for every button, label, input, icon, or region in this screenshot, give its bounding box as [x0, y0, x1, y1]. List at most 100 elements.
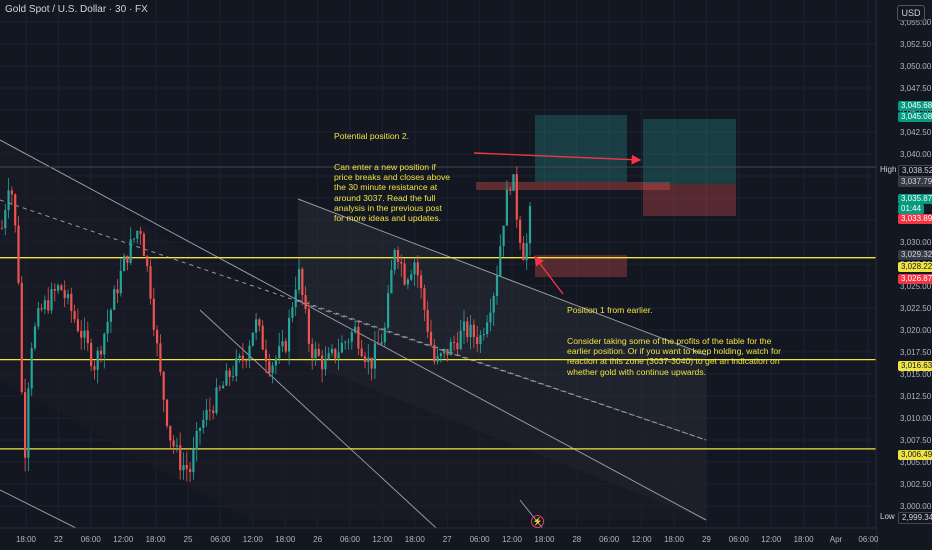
candle [492, 295, 495, 313]
candle [330, 348, 334, 354]
candle [119, 270, 122, 294]
candle [350, 332, 353, 342]
candle [271, 365, 274, 374]
candle [499, 246, 502, 276]
x-tick-label: 12:00 [761, 535, 782, 544]
candle [192, 449, 195, 473]
candle [377, 343, 380, 345]
candle [393, 250, 396, 270]
candle [311, 343, 314, 359]
candle [274, 358, 277, 366]
candle [156, 329, 159, 344]
candle [327, 353, 330, 360]
candle [528, 206, 532, 244]
candle [99, 350, 103, 355]
candle [27, 388, 30, 458]
candle [486, 322, 489, 335]
x-tick-label: 12:00 [632, 535, 653, 544]
candle [123, 255, 126, 271]
candle [512, 174, 515, 191]
y-tick-label: 3,002.50 [900, 480, 932, 489]
candle [4, 210, 7, 229]
symbol-title: Gold Spot / U.S. Dollar · 30 · FX [5, 4, 148, 15]
candle [268, 361, 271, 374]
candle [152, 298, 155, 330]
candle [235, 357, 238, 377]
candle [317, 348, 320, 356]
candle [103, 333, 106, 355]
candle [466, 321, 469, 338]
x-tick-label: 27 [443, 535, 452, 544]
candle [502, 225, 505, 247]
x-tick-label: 06:00 [340, 535, 361, 544]
candle [189, 468, 192, 473]
y-tick-label: 3,047.50 [900, 84, 932, 93]
candle [410, 274, 413, 280]
y-tick-label: 3,020.00 [900, 326, 932, 335]
candle [146, 256, 149, 267]
candle [80, 330, 83, 338]
price-tag-low-label: Low [878, 512, 897, 521]
candle [106, 321, 109, 334]
candle [228, 370, 231, 377]
x-tick-label: 26 [313, 535, 322, 544]
x-tick-label: 06:00 [858, 535, 879, 544]
price-tag-target: 3,045.08 [898, 112, 932, 122]
candle [113, 289, 116, 310]
candle [185, 465, 188, 469]
candle [433, 344, 436, 362]
x-tick-label: 12:00 [243, 535, 264, 544]
y-tick-label: 3,050.00 [900, 62, 932, 71]
candle [7, 190, 10, 211]
y-tick-label: 3,012.50 [900, 392, 932, 401]
candle [522, 243, 525, 261]
price-tag-stop: 3,026.87 [898, 274, 932, 284]
x-tick-label: 25 [184, 535, 193, 544]
price-tag-low: 2,999.34 [898, 512, 932, 524]
candle [337, 352, 340, 359]
candle [476, 337, 479, 345]
candle [57, 285, 60, 291]
candle [278, 346, 281, 359]
candle [109, 309, 112, 322]
x-tick-label: 18:00 [664, 535, 685, 544]
price-tag-level: 3,016.63 [898, 361, 932, 371]
candle [340, 342, 343, 353]
candle [525, 243, 528, 261]
target-zone [535, 115, 627, 182]
candle [116, 289, 119, 294]
candle [321, 355, 324, 370]
candle [462, 321, 466, 331]
candle [505, 189, 508, 226]
candle [284, 341, 287, 352]
x-tick-label: 12:00 [372, 535, 393, 544]
x-tick-label: 06:00 [470, 535, 491, 544]
candle [509, 189, 512, 191]
candle [255, 319, 258, 333]
y-tick-label: 3,005.00 [900, 458, 932, 467]
y-tick-label: 3,015.00 [900, 370, 932, 379]
currency-button[interactable]: USD [897, 5, 925, 21]
candle [367, 357, 370, 363]
candle [281, 341, 284, 347]
candle [357, 326, 360, 349]
candle [17, 225, 20, 283]
x-tick-label: 18:00 [534, 535, 555, 544]
candle [307, 308, 310, 344]
trendline [199, 309, 461, 550]
candle [212, 410, 215, 414]
candle [142, 233, 145, 257]
price-tag-stop: 3,033.89 [898, 214, 932, 224]
candle [70, 293, 73, 311]
lightning-icon[interactable]: ⚡ [531, 515, 544, 528]
y-tick-label: 3,052.50 [900, 40, 932, 49]
annotation-position-1[interactable]: Position 1 from earlier. Consider taking… [567, 295, 797, 377]
candle [380, 342, 383, 345]
trendline [297, 198, 707, 356]
y-tick-label: 3,030.00 [900, 238, 932, 247]
x-tick-label: 18:00 [146, 535, 167, 544]
annotation-position-2[interactable]: Potential position 2. Can enter a new po… [334, 121, 454, 224]
x-tick-label: Apr [830, 535, 843, 544]
